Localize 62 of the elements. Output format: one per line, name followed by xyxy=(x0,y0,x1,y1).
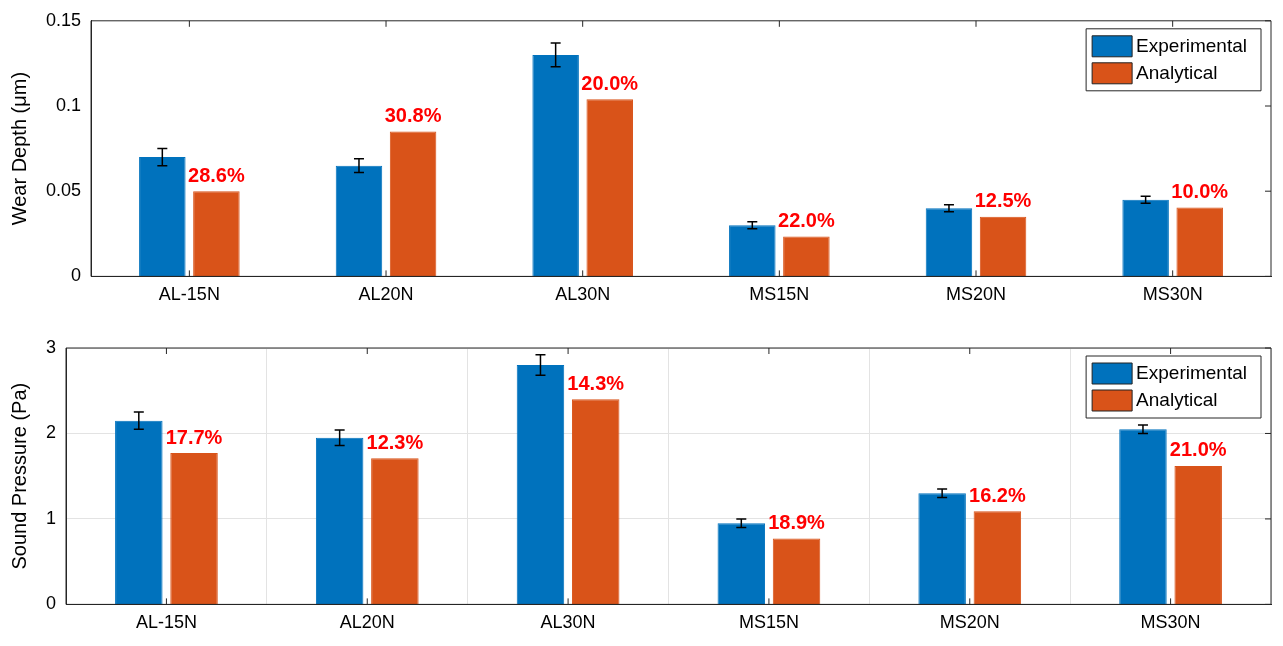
legend-label: Analytical xyxy=(1136,61,1218,83)
annotation: 28.6% xyxy=(188,163,245,186)
bar xyxy=(389,131,437,276)
legend-label: Analytical xyxy=(1136,388,1218,410)
legend-label: Experimental xyxy=(1136,34,1248,56)
x-tick-label: AL20N xyxy=(339,612,395,633)
x-tick-label: MS30N xyxy=(1142,284,1203,305)
x-tick-label: AL30N xyxy=(555,284,611,305)
y-axis-title: Wear Depth (μm) xyxy=(7,71,30,226)
x-tick-label: MS15N xyxy=(738,612,799,633)
legend-label: Experimental xyxy=(1136,361,1248,383)
bar xyxy=(193,191,240,276)
annotation: 21.0% xyxy=(1169,438,1227,461)
y-tick-label: 0 xyxy=(46,593,57,614)
annotation: 14.3% xyxy=(567,371,625,394)
bar xyxy=(1122,199,1169,276)
bar xyxy=(729,225,776,276)
bar xyxy=(571,399,620,604)
x-tick-label: MS30N xyxy=(1140,612,1201,633)
bar xyxy=(1176,207,1223,276)
annotation: 16.2% xyxy=(969,483,1026,506)
bar xyxy=(918,493,966,604)
y-tick-label: 0.1 xyxy=(56,94,82,115)
x-tick-label: AL-15N xyxy=(158,284,220,305)
bar xyxy=(925,208,973,276)
x-tick-label: MS15N xyxy=(749,284,810,305)
annotation: 12.3% xyxy=(366,430,424,453)
bar xyxy=(973,511,1022,604)
x-tick-label: AL20N xyxy=(358,284,414,305)
x-tick-label: MS20N xyxy=(939,612,1000,633)
bar xyxy=(139,157,186,276)
y-axis-title: Sound Pressure (Pa) xyxy=(7,382,30,570)
y-tick-label: 2 xyxy=(46,422,57,443)
bar xyxy=(532,54,579,276)
bar xyxy=(783,236,830,276)
annotation: 20.0% xyxy=(581,71,639,94)
annotation: 22.0% xyxy=(778,209,835,232)
bar xyxy=(335,165,383,276)
annotation: 17.7% xyxy=(165,425,223,448)
bar xyxy=(170,453,218,604)
bar xyxy=(1174,465,1222,604)
y-tick-label: 3 xyxy=(46,336,57,357)
bar xyxy=(586,99,633,276)
bar xyxy=(516,365,565,604)
annotation: 30.8% xyxy=(384,104,442,127)
bar xyxy=(1119,429,1167,604)
bar xyxy=(371,458,419,604)
y-tick-label: 0.05 xyxy=(45,180,82,201)
y-tick-label: 0 xyxy=(71,265,82,286)
y-tick-label: 0.15 xyxy=(45,9,82,30)
bar xyxy=(315,437,364,604)
x-tick-label: AL30N xyxy=(540,612,596,633)
bar xyxy=(772,538,821,604)
annotation: 10.0% xyxy=(1171,179,1229,202)
x-tick-label: MS20N xyxy=(945,284,1007,305)
bar xyxy=(115,420,163,604)
bar xyxy=(979,216,1027,276)
annotation: 18.9% xyxy=(768,511,826,534)
annotation: 12.5% xyxy=(974,189,1032,212)
x-tick-label: AL-15N xyxy=(135,612,197,633)
y-tick-label: 1 xyxy=(46,507,57,528)
bar xyxy=(717,523,766,604)
